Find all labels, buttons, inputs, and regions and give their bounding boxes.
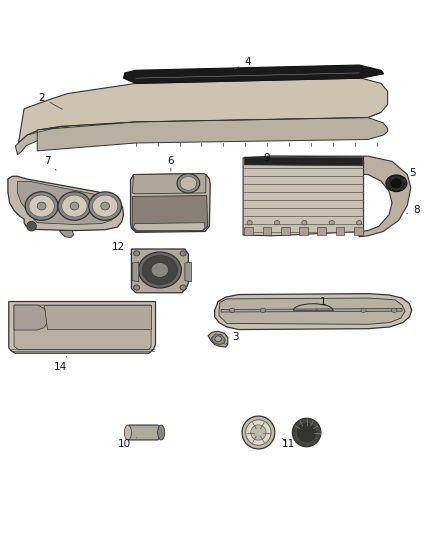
Ellipse shape bbox=[62, 195, 87, 217]
Polygon shape bbox=[127, 425, 161, 440]
Polygon shape bbox=[211, 334, 225, 344]
Polygon shape bbox=[18, 78, 388, 143]
Ellipse shape bbox=[302, 221, 307, 225]
Ellipse shape bbox=[134, 285, 140, 290]
Polygon shape bbox=[208, 332, 228, 347]
Ellipse shape bbox=[134, 251, 140, 256]
Ellipse shape bbox=[29, 195, 54, 217]
Polygon shape bbox=[244, 227, 253, 235]
Ellipse shape bbox=[25, 192, 58, 220]
Polygon shape bbox=[131, 249, 188, 293]
Polygon shape bbox=[281, 227, 290, 235]
Text: 4: 4 bbox=[235, 58, 251, 69]
Polygon shape bbox=[14, 305, 151, 350]
Polygon shape bbox=[263, 227, 272, 235]
Text: 1: 1 bbox=[315, 297, 327, 311]
Text: 12: 12 bbox=[112, 242, 131, 255]
Text: 2: 2 bbox=[38, 93, 62, 109]
Text: 11: 11 bbox=[282, 438, 295, 449]
Polygon shape bbox=[299, 227, 308, 235]
Ellipse shape bbox=[92, 195, 118, 217]
Ellipse shape bbox=[138, 252, 181, 288]
Ellipse shape bbox=[70, 202, 79, 210]
Ellipse shape bbox=[274, 221, 279, 225]
Ellipse shape bbox=[158, 425, 165, 440]
Ellipse shape bbox=[390, 178, 403, 189]
Ellipse shape bbox=[247, 221, 252, 225]
Ellipse shape bbox=[242, 416, 275, 449]
Polygon shape bbox=[318, 227, 326, 235]
Ellipse shape bbox=[180, 251, 186, 256]
Ellipse shape bbox=[292, 418, 321, 447]
Text: 9: 9 bbox=[264, 153, 271, 163]
Ellipse shape bbox=[329, 221, 334, 225]
Polygon shape bbox=[131, 174, 210, 232]
Ellipse shape bbox=[124, 425, 131, 440]
Polygon shape bbox=[18, 182, 115, 224]
Text: 10: 10 bbox=[118, 438, 137, 449]
Polygon shape bbox=[59, 231, 74, 238]
Ellipse shape bbox=[58, 192, 91, 220]
Polygon shape bbox=[132, 262, 139, 282]
Polygon shape bbox=[133, 223, 205, 231]
Ellipse shape bbox=[230, 308, 235, 312]
Polygon shape bbox=[243, 156, 364, 236]
Ellipse shape bbox=[392, 308, 397, 312]
Text: 3: 3 bbox=[226, 333, 239, 344]
Polygon shape bbox=[124, 65, 384, 84]
Polygon shape bbox=[215, 294, 412, 329]
Ellipse shape bbox=[215, 336, 221, 342]
Ellipse shape bbox=[37, 202, 46, 210]
Ellipse shape bbox=[251, 425, 266, 440]
Polygon shape bbox=[9, 302, 155, 353]
Polygon shape bbox=[219, 298, 405, 324]
Ellipse shape bbox=[180, 176, 197, 190]
Text: 7: 7 bbox=[44, 156, 56, 170]
Text: 8: 8 bbox=[406, 205, 420, 215]
Ellipse shape bbox=[246, 420, 271, 445]
Ellipse shape bbox=[180, 285, 186, 290]
Polygon shape bbox=[245, 156, 411, 237]
Ellipse shape bbox=[386, 175, 407, 191]
Ellipse shape bbox=[88, 192, 121, 220]
Text: 14: 14 bbox=[54, 357, 67, 372]
Polygon shape bbox=[132, 196, 208, 231]
Text: 5: 5 bbox=[403, 168, 416, 181]
Polygon shape bbox=[244, 157, 363, 166]
Polygon shape bbox=[15, 126, 69, 155]
Polygon shape bbox=[185, 262, 191, 282]
Ellipse shape bbox=[260, 308, 265, 312]
Ellipse shape bbox=[151, 263, 169, 278]
Polygon shape bbox=[44, 305, 151, 329]
Polygon shape bbox=[132, 174, 206, 194]
Ellipse shape bbox=[101, 202, 110, 210]
Ellipse shape bbox=[177, 174, 200, 193]
Polygon shape bbox=[14, 305, 47, 330]
Polygon shape bbox=[354, 227, 363, 235]
Polygon shape bbox=[336, 227, 344, 235]
Ellipse shape bbox=[142, 255, 177, 285]
Ellipse shape bbox=[27, 221, 36, 231]
Ellipse shape bbox=[357, 221, 362, 225]
Text: 6: 6 bbox=[167, 156, 174, 171]
Ellipse shape bbox=[296, 422, 317, 443]
Polygon shape bbox=[221, 309, 402, 312]
Polygon shape bbox=[8, 176, 124, 231]
Polygon shape bbox=[37, 118, 388, 151]
Ellipse shape bbox=[361, 308, 366, 312]
